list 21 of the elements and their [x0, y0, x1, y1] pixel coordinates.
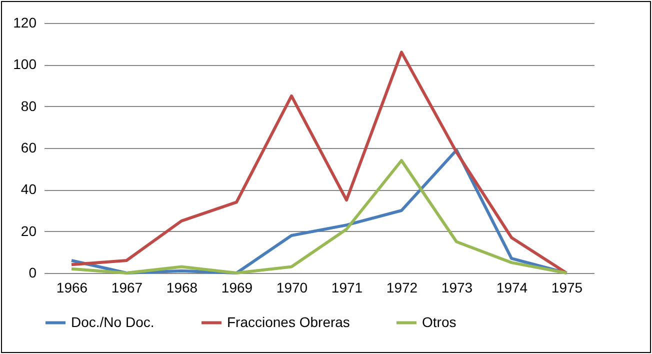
y-tick-label: 100 — [13, 56, 37, 72]
legend-label: Doc./No Doc. — [71, 314, 154, 330]
y-tick-label: 80 — [20, 98, 37, 114]
y-tick-label: 0 — [28, 264, 37, 280]
x-tick-label: 1974 — [496, 280, 528, 296]
y-tick-label: 120 — [13, 14, 37, 30]
y-tick-label: 60 — [20, 140, 37, 156]
line-series — [70, 50, 568, 274]
x-tick-label: 1967 — [111, 280, 143, 296]
x-tick-label: 1969 — [221, 280, 253, 296]
x-tick-label: 1971 — [331, 280, 363, 296]
x-tick-label: 1972 — [386, 280, 418, 296]
x-tick-label: 1968 — [166, 280, 198, 296]
x-tick-label: 1966 — [56, 280, 88, 296]
legend-label: Fracciones Obreras — [227, 314, 350, 330]
x-tick-label: 1970 — [276, 280, 308, 296]
y-tick-label: 20 — [20, 222, 37, 239]
x-tick-label: 1973 — [441, 280, 473, 296]
x-tick-label: 1975 — [551, 280, 583, 296]
y-tick-label: 40 — [20, 181, 37, 198]
legend-label: Otros — [422, 314, 456, 330]
